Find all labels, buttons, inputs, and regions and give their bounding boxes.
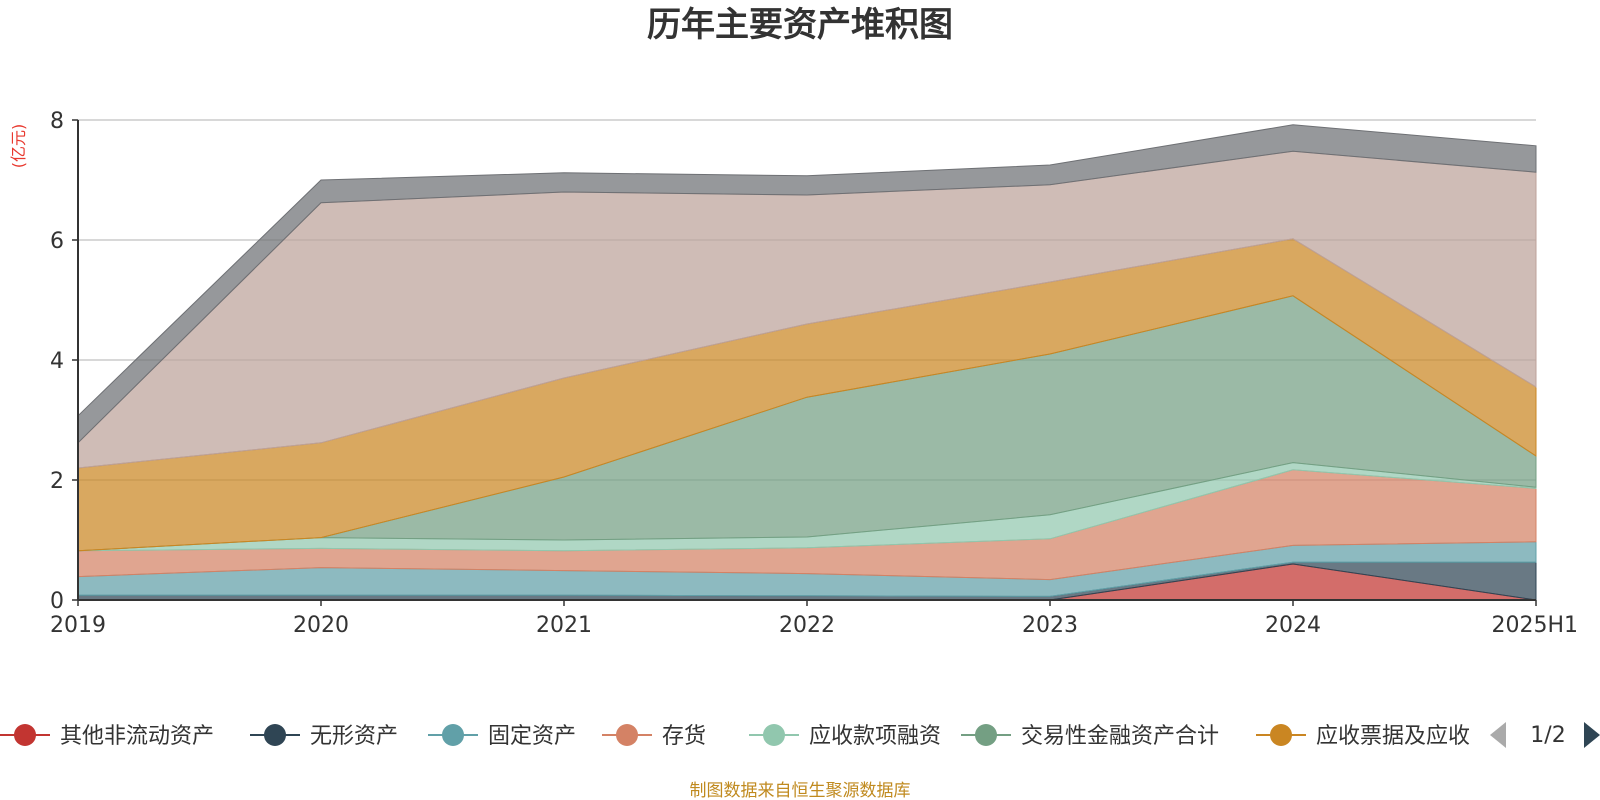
axes: 0 2 4 6 8 2019 2020 2021 2022 2023 2024 2025H1 (50, 109, 1578, 638)
legend-item[interactable]: 无形资产 (250, 724, 398, 749)
legend-item[interactable]: 固定资产 (428, 724, 576, 749)
area-series-8 (77, 124, 1537, 444)
legend-item[interactable]: 交易性金融资产合计 (961, 724, 1219, 749)
legend-item[interactable]: 应收票据及应收 (1256, 724, 1470, 749)
y-axis-unit: (亿元) (9, 124, 28, 169)
legend-label: 固定资产 (488, 724, 576, 749)
legend-next-page-icon[interactable] (1584, 722, 1600, 748)
legend-item[interactable]: 其他非流动资产 (0, 724, 214, 749)
legend-label: 应收款项融资 (809, 724, 941, 749)
legend-prev-page-icon[interactable] (1490, 722, 1506, 748)
y-tick-label: 4 (50, 349, 64, 374)
legend-label: 其他非流动资产 (60, 724, 214, 749)
legend: 1/2 其他非流动资产 无形资产 固定资产 存货 应收款项融资 交易性金融资产合计 应收票据… (0, 722, 1600, 749)
x-tick-label: 2020 (293, 613, 349, 638)
legend-label: 交易性金融资产合计 (1021, 724, 1219, 749)
legend-swatch-icon (14, 724, 36, 746)
legend-label: 应收票据及应收 (1316, 724, 1470, 749)
legend-swatch-icon (442, 724, 464, 746)
y-tick-label: 8 (50, 109, 64, 134)
y-tick-label: 2 (50, 469, 64, 494)
legend-label: 存货 (662, 724, 706, 749)
data-source-note: 制图数据来自恒生聚源数据库 (690, 781, 911, 800)
legend-label: 无形资产 (310, 724, 398, 749)
legend-swatch-icon (1270, 724, 1292, 746)
legend-swatch-icon (616, 724, 638, 746)
legend-page-indicator: 1/2 (1530, 723, 1565, 748)
x-tick-label: 2023 (1022, 613, 1078, 638)
legend-item[interactable]: 应收款项融资 (749, 724, 941, 749)
x-tick-label: 2025H1 (1491, 613, 1578, 638)
y-tick-label: 0 (50, 589, 64, 614)
legend-item[interactable]: 存货 (602, 724, 706, 749)
x-tick-label: 2019 (50, 613, 106, 638)
x-tick-label: 2022 (779, 613, 835, 638)
x-tick-label: 2021 (536, 613, 592, 638)
stacked-areas (77, 124, 1537, 601)
legend-swatch-icon (975, 724, 997, 746)
legend-swatch-icon (763, 724, 785, 746)
legend-swatch-icon (264, 724, 286, 746)
y-tick-label: 6 (50, 229, 64, 254)
chart-title: 历年主要资产堆积图 (647, 5, 953, 45)
x-tick-label: 2024 (1265, 613, 1321, 638)
